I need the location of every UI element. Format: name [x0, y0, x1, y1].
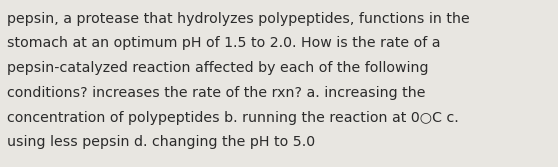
Text: conditions? increases the rate of the rxn? a. increasing the: conditions? increases the rate of the rx…: [7, 86, 426, 100]
Text: stomach at an optimum pH of 1.5 to 2.0. How is the rate of a: stomach at an optimum pH of 1.5 to 2.0. …: [7, 36, 441, 50]
Text: concentration of polypeptides b. running the reaction at 0○C c.: concentration of polypeptides b. running…: [7, 111, 459, 125]
Text: pepsin-catalyzed reaction affected by each of the following: pepsin-catalyzed reaction affected by ea…: [7, 61, 429, 75]
Text: pepsin, a protease that hydrolyzes polypeptides, functions in the: pepsin, a protease that hydrolyzes polyp…: [7, 12, 470, 26]
Text: using less pepsin d. changing the pH to 5.0: using less pepsin d. changing the pH to …: [7, 135, 315, 149]
